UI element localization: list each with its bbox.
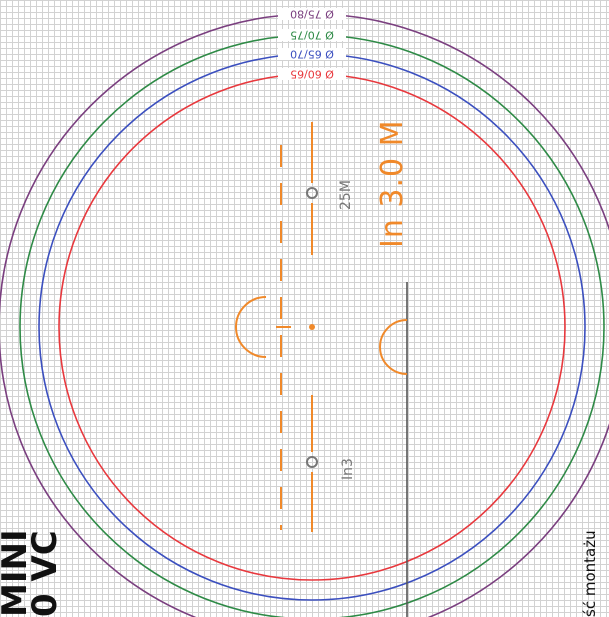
ring-label-background: [278, 68, 346, 80]
ring-label-background: [278, 8, 346, 20]
side-title: MINI 0 VC: [0, 529, 65, 617]
right-arc: [379, 319, 408, 375]
mounting-hole-bottom: [306, 456, 318, 468]
hole-label-bottom: In3: [340, 458, 356, 480]
ring-label-3: Ø 70/75: [290, 29, 334, 42]
hole-label-top: 25M: [338, 180, 354, 210]
ring-label-background: [278, 48, 346, 60]
main-label: In 3.0 M: [375, 119, 410, 248]
ring-label-background: [278, 29, 346, 41]
center-point: [309, 324, 315, 330]
side-title-line2: 0 VC: [25, 530, 65, 617]
ring-label-4: Ø 75/80: [290, 8, 334, 21]
left-arc: [235, 296, 267, 358]
ring-4: [0, 13, 609, 617]
ring-label-2: Ø 65/70: [290, 48, 334, 61]
diameter-rings: Ø 60/65 Ø 65/70 Ø 70/75 Ø 75/80: [0, 8, 609, 617]
ring-label-1: Ø 60/65: [290, 68, 334, 81]
mounting-hole-top: [306, 187, 318, 199]
side-note: ść montażu: [581, 530, 599, 617]
